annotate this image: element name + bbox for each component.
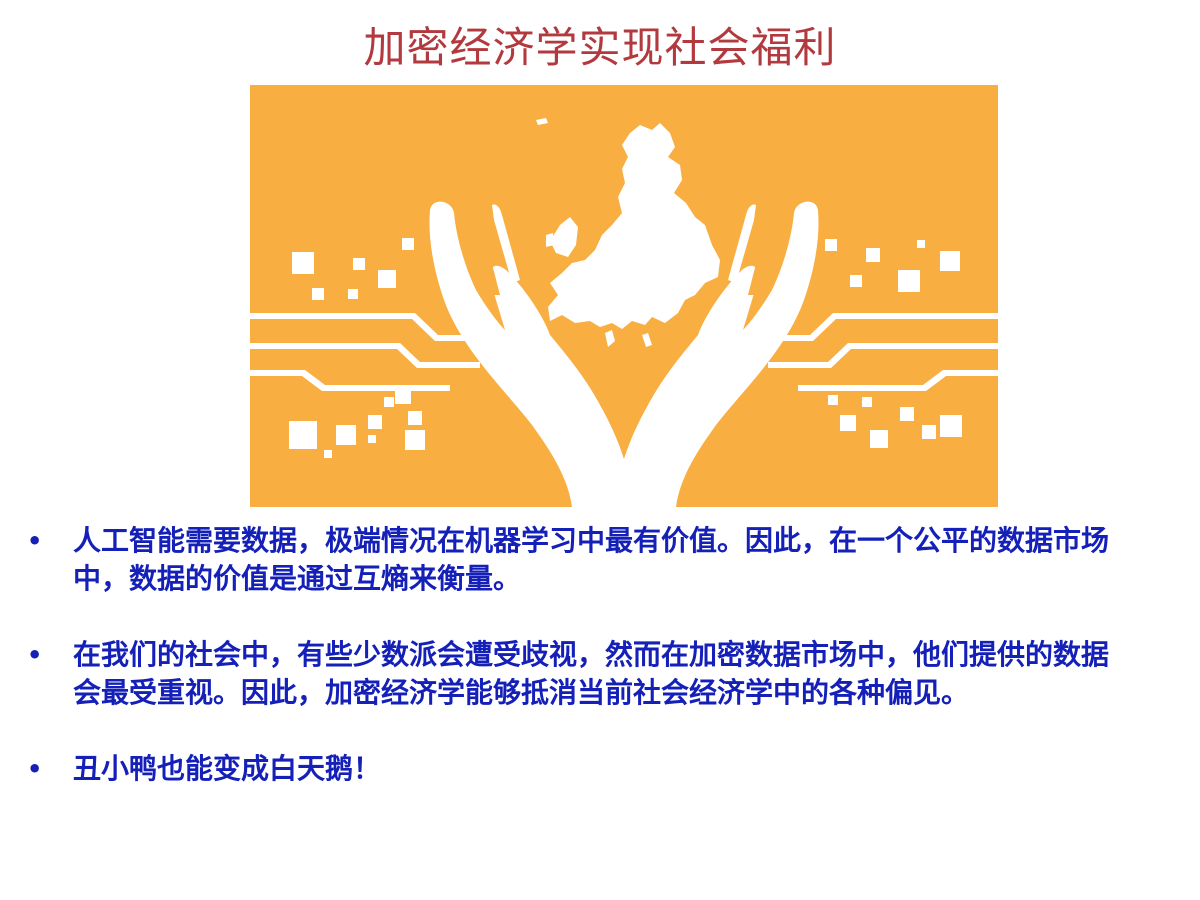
bullet-marker: • <box>27 527 43 555</box>
bullet-text: 丑小鸭也能变成白天鹅！ <box>73 752 382 785</box>
bullet-item: • 丑小鸭也能变成白天鹅！ <box>0 750 1200 788</box>
slide-title: 加密经济学实现社会福利 <box>363 23 837 72</box>
bullet-text: 人工智能需要数据，极端情况在机器学习中最有价值。因此，在一个公平的数据市场中，数… <box>73 524 1110 595</box>
bullet-item: • 在我们的社会中，有些少数派会遭受歧视，然而在加密数据市场中，他们提供的数据会… <box>0 636 1200 712</box>
bullet-marker: • <box>27 641 43 669</box>
bullet-text: 在我们的社会中，有些少数派会遭受歧视，然而在加密数据市场中，他们提供的数据会最受… <box>73 638 1110 709</box>
bullet-list: • 人工智能需要数据，极端情况在机器学习中最有价值。因此，在一个公平的数据市场中… <box>0 522 1200 826</box>
bullet-marker: • <box>27 755 43 783</box>
hands-holding-europe-map-icon <box>250 85 998 507</box>
bullet-item: • 人工智能需要数据，极端情况在机器学习中最有价值。因此，在一个公平的数据市场中… <box>0 522 1200 598</box>
